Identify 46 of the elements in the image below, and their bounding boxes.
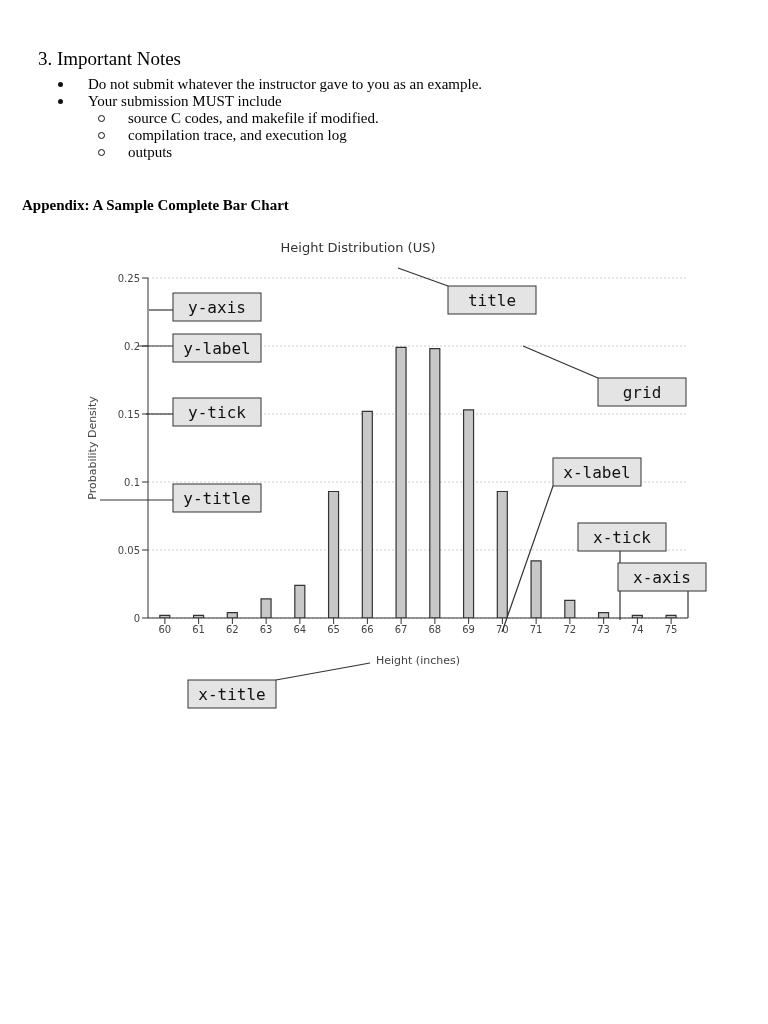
text: Appendix: A Sample Complete Bar Chart [22, 197, 289, 214]
y-tick-label: 0.15 [117, 408, 140, 420]
x-tick-label: 74 [631, 624, 644, 636]
x-tick-label: 68 [428, 624, 442, 636]
annotation: y-tick [188, 402, 247, 422]
y-tick-label: 0 [133, 612, 140, 624]
x-tick-label: 73 [597, 624, 610, 636]
x-tick-label: 61 [192, 624, 205, 636]
x-tick-label: 64 [293, 624, 307, 636]
y-tick-label: 0.2 [124, 340, 140, 352]
x-tick-label: 70 [496, 624, 509, 636]
annotation: x-label [563, 462, 631, 482]
text: Your submission MUST include [88, 93, 282, 110]
x-tick-label: 60 [158, 624, 172, 636]
callout: grid [522, 345, 687, 407]
text: compilation trace, and execution log [128, 127, 347, 144]
annotation: y-title [183, 488, 251, 508]
y-tick-label: 0.25 [117, 272, 140, 284]
callout: x-title [187, 662, 371, 709]
callout: y-tick [145, 397, 262, 427]
x-tick-label: 75 [664, 624, 678, 636]
x-tick-label: 71 [529, 624, 543, 636]
chart-title: Height Distribution (US) [279, 240, 437, 255]
x-tick-label: 66 [361, 624, 374, 636]
annotation: x-axis [633, 567, 691, 587]
annotation: grid [622, 382, 662, 402]
annotation: title [467, 290, 517, 310]
annotation: y-label [183, 338, 251, 358]
callout: y-axis [148, 292, 262, 322]
annotation: y-axis [188, 297, 246, 317]
callout: x-axis [617, 562, 707, 619]
x-axis-title: Height (inches) [376, 654, 460, 667]
source-note: source C codes, and makefile if modified. [128, 110, 379, 127]
x-tick-label: 65 [327, 624, 340, 636]
text: outputs [128, 144, 173, 161]
callout: title [397, 267, 537, 315]
x-tick-label: 72 [563, 624, 577, 636]
x-tick-label: 69 [462, 624, 475, 636]
y-axis-title: Probability Density [85, 395, 99, 500]
text: 3. Important Notes [38, 48, 182, 70]
x-tick-label: 67 [394, 624, 408, 636]
x-tick-label: 63 [259, 624, 273, 636]
text: Do not submit whatever the instructor gave to you as an example. [88, 76, 483, 93]
annotation: x-tick [593, 527, 652, 547]
x-tick-label: 62 [226, 624, 239, 636]
y-tick-label: 0.05 [117, 544, 140, 556]
